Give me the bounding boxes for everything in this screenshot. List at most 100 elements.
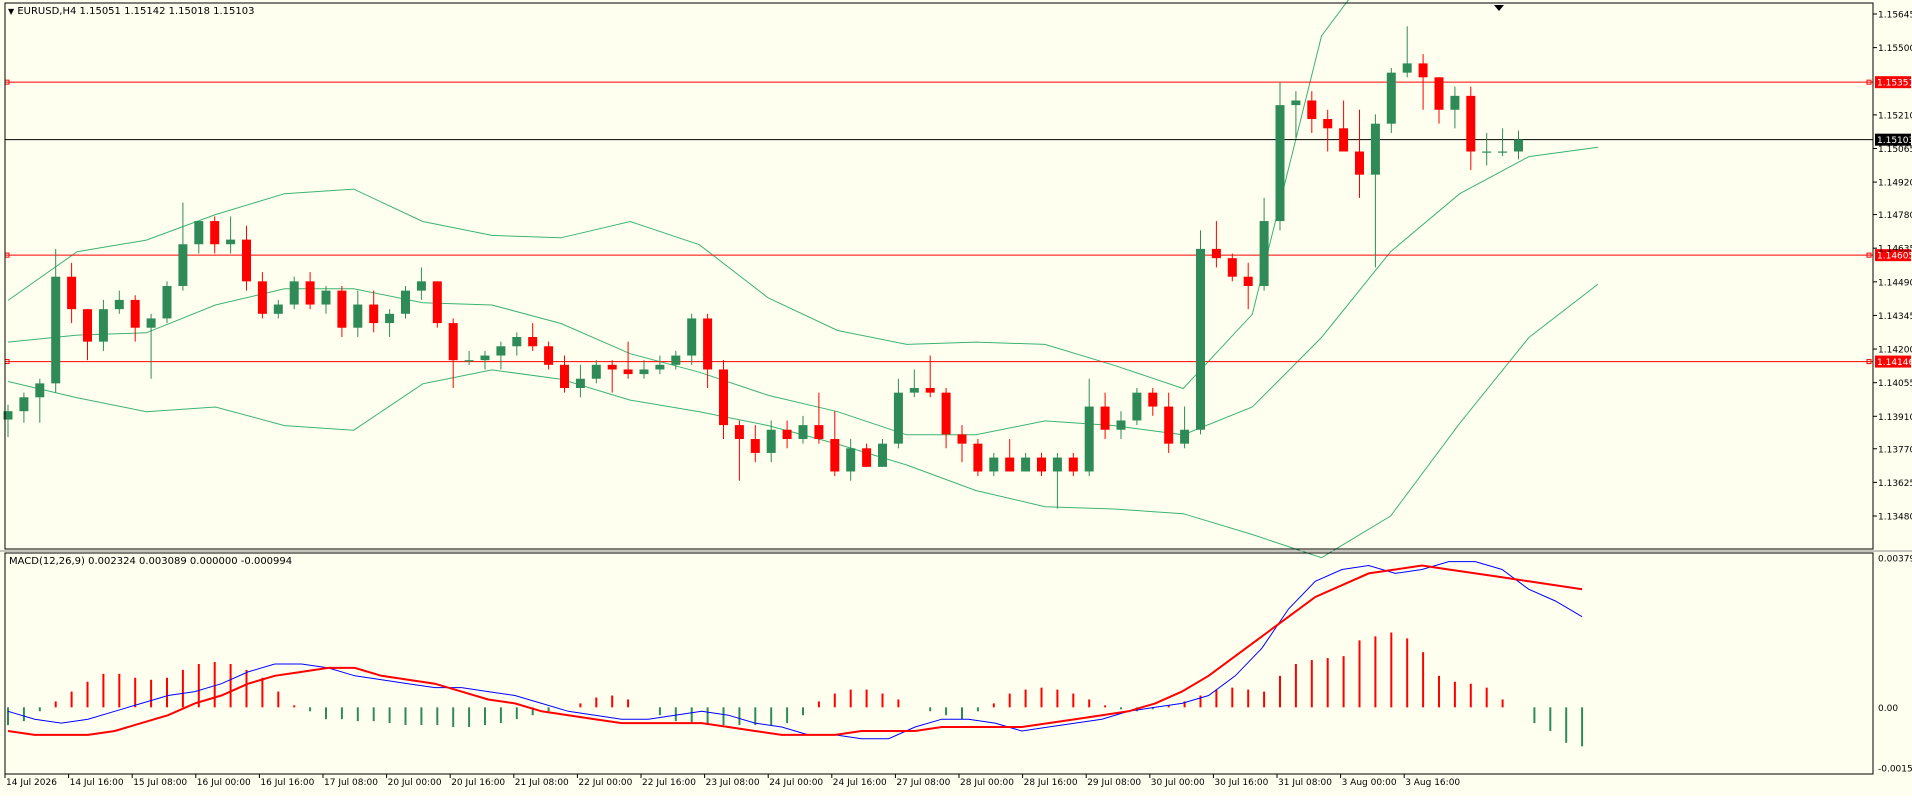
x-tick-label: 23 Jul 08:00 (706, 778, 760, 788)
candle-body (624, 369, 633, 374)
x-tick-label: 29 Jul 08:00 (1087, 778, 1141, 788)
candle-body (306, 281, 315, 304)
y-tick-label: 1.15065 (1878, 145, 1912, 155)
x-tick-label: 24 Jul 00:00 (769, 778, 823, 788)
y-tick-label: 1.13625 (1878, 479, 1912, 489)
price-frame (5, 3, 1873, 549)
candle-body (767, 430, 776, 453)
candle-body (799, 425, 808, 439)
candle-body (894, 393, 903, 444)
y-tick-label: 1.15500 (1878, 44, 1912, 54)
macd-y-tick-label: 0.003791 (1878, 555, 1912, 565)
candle-body (1212, 249, 1221, 258)
candle-body (385, 314, 394, 323)
candle-body (942, 393, 951, 435)
candle-body (337, 291, 346, 328)
candle-body (1260, 221, 1269, 286)
candle-body (1005, 458, 1014, 472)
candle-body (640, 369, 649, 374)
candle-body (1466, 96, 1475, 152)
candle-body (671, 356, 680, 365)
chart-shift-marker-icon (1494, 5, 1504, 11)
candle-body (1085, 407, 1094, 472)
candle-body (1132, 393, 1141, 421)
macd-y-tick-label: -0.00154 (1878, 765, 1912, 775)
y-tick-label: 1.13910 (1878, 413, 1912, 423)
x-tick-label: 30 Jul 00:00 (1151, 778, 1205, 788)
x-tick-label: 22 Jul 16:00 (642, 778, 696, 788)
macd-y-tick-label: 0.00 (1878, 704, 1898, 714)
candle-body (783, 430, 792, 439)
candle-body (846, 448, 855, 471)
candle-body (1180, 430, 1189, 444)
candle-body (242, 240, 251, 282)
candle-body (99, 309, 108, 341)
candle-body (1244, 277, 1253, 286)
candle-body (544, 346, 553, 365)
candle-body (862, 448, 871, 467)
symbol-label: EURUSD,H4 (17, 6, 76, 17)
candle-body (147, 318, 156, 327)
candle-body (1323, 119, 1332, 128)
candle-body (735, 425, 744, 439)
x-tick-label: 16 Jul 00:00 (197, 778, 251, 788)
candle-body (1498, 151, 1507, 152)
candle-body (528, 337, 537, 346)
candle-body (1371, 124, 1380, 175)
level-price-label: 1.14146 (1877, 358, 1912, 368)
candle-body (353, 305, 362, 328)
axes: 1.156451.155001.152101.150651.149201.147… (0, 3, 1912, 788)
candle-body (1053, 458, 1062, 472)
x-tick-label: 27 Jul 08:00 (896, 778, 950, 788)
candle-body (194, 221, 203, 244)
candle-body (226, 240, 235, 245)
candle-body (481, 356, 490, 361)
candle-body (1482, 151, 1491, 152)
candle-body (496, 346, 505, 355)
candle-body (830, 439, 839, 471)
y-tick-label: 1.14635 (1878, 245, 1912, 255)
x-tick-label: 28 Jul 00:00 (960, 778, 1014, 788)
candle-body (687, 318, 696, 355)
x-tick-label: 28 Jul 16:00 (1024, 778, 1078, 788)
y-tick-label: 1.14780 (1878, 211, 1912, 221)
candle-body (163, 286, 172, 318)
candle-body (449, 323, 458, 360)
candle-body (1514, 140, 1523, 152)
candle-body (274, 305, 283, 314)
candle-body (655, 365, 664, 370)
candle-body (290, 281, 299, 304)
candle-body (1117, 420, 1126, 429)
x-tick-label: 17 Jul 08:00 (324, 778, 378, 788)
macd-line (8, 562, 1582, 739)
candle-body (1291, 100, 1300, 105)
macd-title: MACD(12,26,9) 0.002324 0.003089 0.000000… (9, 556, 292, 567)
candle-body (1450, 96, 1459, 110)
y-tick-label: 1.15645 (1878, 11, 1912, 21)
y-tick-label: 1.13770 (1878, 445, 1912, 455)
candle-body (1355, 151, 1364, 174)
candle-body (83, 309, 92, 341)
candle-body (417, 281, 426, 290)
dropdown-triangle-icon[interactable]: ▼ (8, 7, 14, 16)
candle-body (210, 221, 219, 244)
candle-body (703, 318, 712, 369)
x-tick-label: 22 Jul 00:00 (578, 778, 632, 788)
x-tick-label: 3 Aug 16:00 (1405, 778, 1460, 788)
x-tick-label: 15 Jul 08:00 (133, 778, 187, 788)
signal-line (8, 566, 1582, 735)
x-tick-label: 20 Jul 16:00 (451, 778, 505, 788)
candle-body (258, 281, 267, 313)
candle-body (608, 365, 617, 370)
candle-body (989, 458, 998, 472)
candle-body (1387, 73, 1396, 124)
y-tick-label: 1.14920 (1878, 179, 1912, 189)
candle-body (67, 277, 76, 309)
candle-body (1435, 77, 1444, 109)
candle-body (35, 383, 44, 397)
candle-body (1307, 100, 1316, 119)
candle-body (178, 244, 187, 286)
